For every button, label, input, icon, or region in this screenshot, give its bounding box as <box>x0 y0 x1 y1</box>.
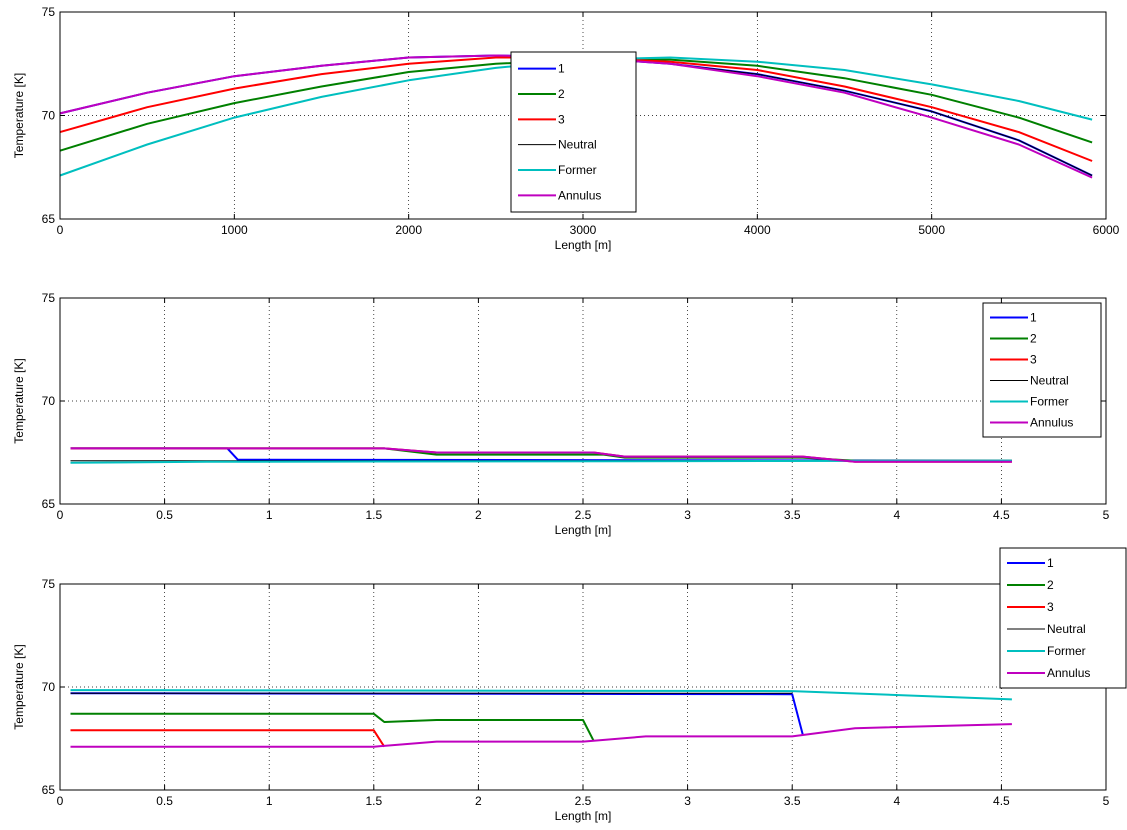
legend-entry-2: 2 <box>1047 578 1054 592</box>
legend: 1 2 3 Neutral Former Annulus <box>999 547 1127 689</box>
x-tick-label: 1000 <box>221 223 248 237</box>
x-tick-label: 2000 <box>395 223 422 237</box>
x-tick-label: 0 <box>57 508 64 522</box>
x-tick-label: 3 <box>684 508 691 522</box>
x-tick-label: 0.5 <box>156 508 173 522</box>
plot-area <box>60 298 1106 504</box>
x-tick-label: 1.5 <box>365 794 382 808</box>
legend-entry-2: 2 <box>558 87 565 101</box>
x-tick-label: 2.5 <box>575 794 592 808</box>
series-line-former <box>70 689 1012 701</box>
legend-entry-3: 3 <box>1047 600 1054 614</box>
chart-panel-3: 0 0.5 1 1.5 2 2.5 3 3.5 4 4.5 5 65 70 75 Length [m] Tem… <box>12 547 1127 823</box>
legend: 1 2 3 Neutral Former Annulus <box>510 51 637 213</box>
x-tick-label: 2.5 <box>575 508 592 522</box>
y-axis-label: Temperature [K] <box>12 644 26 729</box>
y-tick-label: 75 <box>42 577 56 591</box>
x-tick-label: 6000 <box>1093 223 1120 237</box>
chart-panel-1: 0 1000 2000 3000 4000 5000 6000 65 70 75 Length [m… <box>12 5 1120 252</box>
x-tick-label: 4.5 <box>993 508 1010 522</box>
x-tick-label: 3 <box>684 794 691 808</box>
y-tick-label: 65 <box>42 212 56 226</box>
y-tick-label: 70 <box>42 680 56 694</box>
x-tick-label: 3.5 <box>784 508 801 522</box>
legend-entry-neutral: Neutral <box>1047 622 1086 636</box>
legend-entry-neutral: Neutral <box>558 138 597 152</box>
y-tick-label: 70 <box>42 109 56 123</box>
legend-box <box>510 51 637 213</box>
y-axis-label: Temperature [K] <box>12 73 26 158</box>
x-axis-label: Length [m] <box>555 238 612 252</box>
legend-entry-former: Former <box>1030 395 1069 409</box>
series-line-annulus <box>70 447 1012 463</box>
x-tick-label: 3.5 <box>784 794 801 808</box>
x-tick-label: 4000 <box>744 223 771 237</box>
y-axis-label: Temperature [K] <box>12 358 26 443</box>
legend-entry-3: 3 <box>1030 353 1037 367</box>
x-tick-label: 0 <box>57 223 64 237</box>
x-tick-label: 1 <box>266 508 273 522</box>
legend-entry-neutral: Neutral <box>1030 374 1069 388</box>
x-tick-label: 2 <box>475 508 482 522</box>
legend-box <box>999 547 1127 689</box>
legend-entry-2: 2 <box>1030 332 1037 346</box>
legend-entry-annulus: Annulus <box>558 188 601 202</box>
legend-entry-annulus: Annulus <box>1047 666 1090 680</box>
legend-entry-1: 1 <box>1047 556 1054 570</box>
chart-panel-2: 0 0.5 1 1.5 2 2.5 3 3.5 4 4.5 5 65 70 75 Length [m] Tem… <box>12 291 1110 537</box>
legend: 1 2 3 Neutral Former Annulus <box>982 302 1102 438</box>
y-tick-label: 70 <box>42 394 56 408</box>
x-tick-label: 1 <box>266 794 273 808</box>
x-tick-label: 5000 <box>918 223 945 237</box>
x-tick-label: 0 <box>57 794 64 808</box>
legend-entry-3: 3 <box>558 112 565 126</box>
x-tick-label: 3000 <box>570 223 597 237</box>
series-line-annulus <box>70 723 1012 748</box>
legend-entry-1: 1 <box>558 62 565 76</box>
x-tick-label: 0.5 <box>156 794 173 808</box>
y-tick-label: 65 <box>42 783 56 797</box>
legend-box <box>982 302 1102 438</box>
y-tick-label: 75 <box>42 291 56 305</box>
legend-entry-annulus: Annulus <box>1030 416 1073 430</box>
x-tick-label: 1.5 <box>365 508 382 522</box>
legend-entry-1: 1 <box>1030 311 1037 325</box>
y-tick-label: 75 <box>42 5 56 19</box>
legend-entry-former: Former <box>558 163 597 177</box>
plot-area <box>60 584 1106 790</box>
x-tick-label: 4 <box>893 508 900 522</box>
x-tick-label: 5 <box>1103 794 1110 808</box>
x-axis-label: Length [m] <box>555 523 612 537</box>
y-tick-label: 65 <box>42 497 56 511</box>
x-tick-label: 2 <box>475 794 482 808</box>
x-axis-label: Length [m] <box>555 809 612 823</box>
x-tick-label: 4.5 <box>993 794 1010 808</box>
x-tick-label: 4 <box>893 794 900 808</box>
legend-entry-former: Former <box>1047 644 1086 658</box>
series-line-2 <box>70 712 595 742</box>
series-line-former <box>70 459 1012 464</box>
x-tick-label: 5 <box>1103 508 1110 522</box>
series-line-3 <box>70 729 386 748</box>
